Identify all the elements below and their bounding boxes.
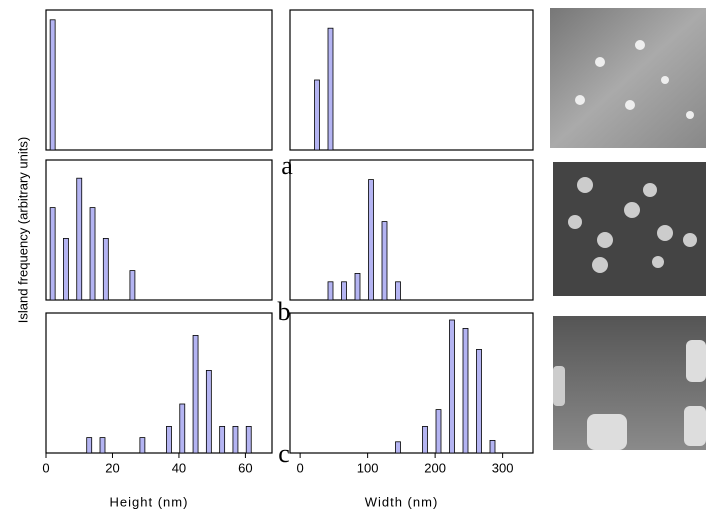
afm-image xyxy=(553,316,706,450)
bar xyxy=(219,425,226,454)
x-tick-label: 300 xyxy=(492,460,514,475)
plot-frame xyxy=(289,9,534,151)
bar xyxy=(449,319,455,454)
bar xyxy=(205,369,212,454)
bar xyxy=(76,177,83,301)
bar xyxy=(489,439,496,454)
bar xyxy=(395,281,401,301)
x-tick-label: 0 xyxy=(42,460,49,475)
plot-frame xyxy=(289,312,534,454)
bar xyxy=(99,437,106,454)
bar xyxy=(327,27,334,151)
bar xyxy=(341,281,347,301)
bar xyxy=(422,425,428,454)
bar xyxy=(435,409,442,454)
plot-frame xyxy=(45,159,273,301)
x-tick-label: 0 xyxy=(297,460,304,475)
bar xyxy=(462,327,469,454)
bar xyxy=(179,403,186,454)
bar xyxy=(245,425,252,454)
x-tick-label: 40 xyxy=(172,460,186,475)
bar xyxy=(354,272,361,301)
x-axis-label: Width (nm) xyxy=(365,494,439,509)
bar xyxy=(63,237,69,301)
plot-frame xyxy=(45,312,273,454)
bar xyxy=(327,281,334,301)
bar xyxy=(166,425,172,454)
bar xyxy=(129,270,136,301)
x-axis-label: Height (nm) xyxy=(110,494,189,509)
bar xyxy=(89,207,96,301)
bar xyxy=(381,221,388,301)
bar xyxy=(86,437,93,454)
x-tick-label: 20 xyxy=(105,460,119,475)
bar xyxy=(139,437,146,454)
afm-image xyxy=(550,8,706,148)
plot-frame xyxy=(289,159,534,301)
panel-label: b xyxy=(278,297,291,326)
panel-label: a xyxy=(281,151,293,180)
afm-image xyxy=(553,162,706,296)
bar xyxy=(49,19,56,151)
bar xyxy=(368,179,374,301)
bar xyxy=(314,79,320,151)
bar xyxy=(192,334,199,454)
plot-frame xyxy=(45,9,273,151)
x-tick-label: 100 xyxy=(357,460,379,475)
bar xyxy=(102,237,109,301)
bar xyxy=(49,207,56,301)
panel-label: c xyxy=(278,439,290,468)
bar xyxy=(476,348,482,454)
bar xyxy=(395,441,401,454)
x-tick-label: 200 xyxy=(424,460,446,475)
bar xyxy=(232,425,239,454)
x-tick-label: 60 xyxy=(238,460,252,475)
y-axis-label: Island frequency (arbitrary units) xyxy=(15,137,30,323)
